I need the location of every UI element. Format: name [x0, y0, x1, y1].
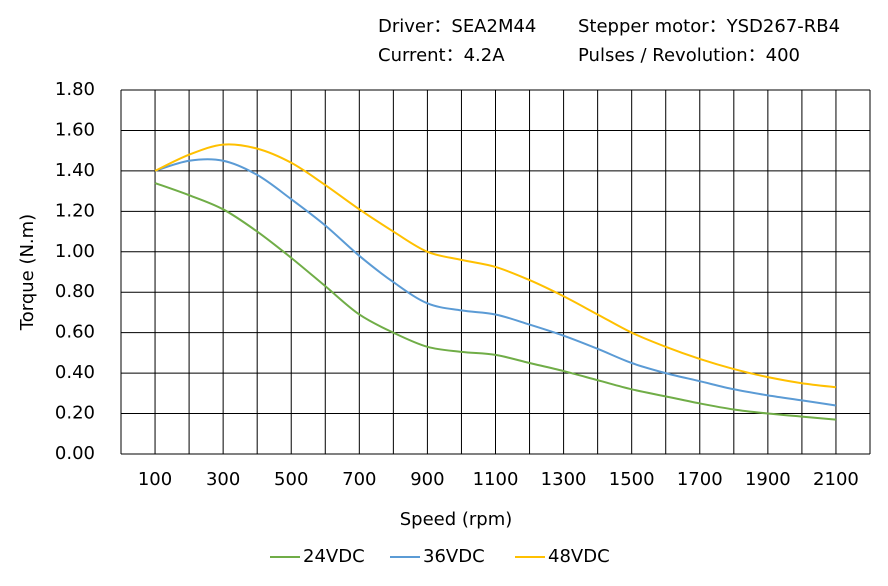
legend-label: 36VDC — [423, 546, 485, 567]
series-line — [154, 143, 837, 389]
y-tick-label: 1.80 — [55, 79, 95, 100]
x-tick-label: 1100 — [473, 469, 519, 490]
y-tick-label: 0.80 — [55, 281, 95, 302]
legend-label: 48VDC — [548, 546, 610, 567]
x-tick-label: 1300 — [541, 469, 587, 490]
x-tick-label: 1700 — [677, 469, 723, 490]
y-tick-label: 1.40 — [55, 160, 95, 181]
y-tick-label: 1.20 — [55, 200, 95, 221]
y-tick-label: 0.20 — [55, 403, 95, 424]
y-tick-label: 1.00 — [55, 241, 95, 262]
legend-label: 24VDC — [303, 546, 365, 567]
x-tick-label: 1900 — [745, 469, 791, 490]
series-line — [154, 182, 837, 421]
x-tick-label: 1500 — [609, 469, 655, 490]
x-tick-label: 500 — [274, 469, 308, 490]
x-axis-label: Speed (rpm) — [400, 509, 513, 530]
y-tick-label: 0.60 — [55, 322, 95, 343]
y-axis-label: Torque (N.m) — [17, 214, 38, 331]
series-line — [154, 158, 837, 407]
x-tick-label: 2100 — [813, 469, 859, 490]
x-tick-label: 900 — [410, 469, 444, 490]
annotation: Pulses / Revolution：400 — [578, 45, 800, 66]
y-tick-label: 0.40 — [55, 362, 95, 383]
annotation: Current：4.2A — [378, 45, 505, 66]
y-tick-label: 0.00 — [55, 443, 95, 464]
annotation: Stepper motor：YSD267-RB4 — [578, 16, 840, 37]
x-tick-label: 100 — [138, 469, 172, 490]
annotation: Driver：SEA2M44 — [378, 16, 536, 37]
x-tick-label: 300 — [206, 469, 240, 490]
x-tick-label: 700 — [342, 469, 376, 490]
y-tick-label: 1.60 — [55, 119, 95, 140]
